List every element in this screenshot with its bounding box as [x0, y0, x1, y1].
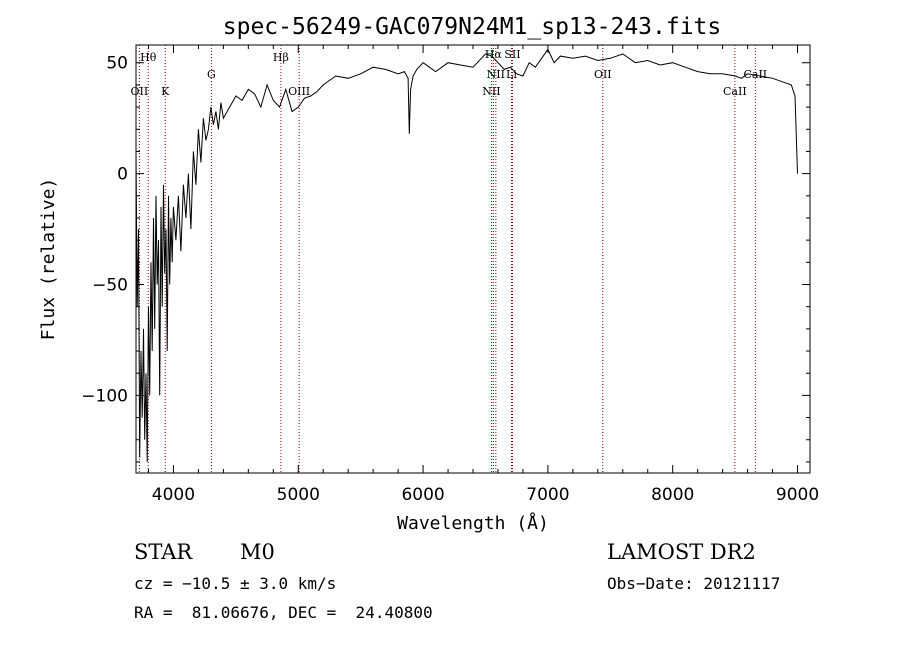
chart-title: spec-56249-GAC079N24M1_sp13-243.fits — [223, 14, 722, 40]
line-label: CaII — [743, 68, 767, 81]
line-label: Hα — [485, 48, 503, 61]
x-axis-label: Wavelength (Å) — [397, 512, 549, 534]
redshift-text: cz = −10.5 ± 3.0 km/s — [134, 574, 337, 593]
x-tick-label: 5000 — [277, 485, 320, 505]
x-tick-label: 7000 — [526, 485, 569, 505]
x-tick-label: 8000 — [651, 485, 694, 505]
y-tick-label: 0 — [117, 165, 128, 185]
spectrum-line — [135, 48, 798, 462]
object-class: STAR — [134, 540, 193, 564]
line-label: Li — [506, 68, 517, 81]
x-tick-label: 6000 — [401, 485, 444, 505]
plot-frame — [135, 44, 811, 474]
line-label: NII — [482, 85, 500, 98]
x-tick-label: 4000 — [152, 485, 195, 505]
obs-date: Obs−Date: 20121117 — [607, 574, 781, 593]
coordinates-text: RA = 81.06676, DEC = 24.40800 — [134, 603, 433, 622]
line-label: CaII — [723, 85, 747, 98]
object-subclass: M0 — [240, 540, 275, 564]
y-tick-label: 50 — [106, 54, 128, 74]
line-label: OII — [131, 85, 149, 98]
y-tick-label: −50 — [92, 276, 128, 296]
line-label: G — [207, 68, 216, 81]
line-label: SII — [504, 48, 520, 61]
x-tick-label: 9000 — [776, 485, 819, 505]
y-axis-label: Flux (relative) — [38, 178, 59, 341]
line-label: Hβ — [273, 51, 289, 64]
y-tick-label: −100 — [81, 386, 128, 406]
line-label: NII — [487, 68, 505, 81]
line-label: OII — [594, 68, 612, 81]
line-label: Hθ — [140, 51, 157, 64]
axis-ticks: 4000 5000 6000 7000 8000 9000 50 0 −50 −100 — [81, 45, 819, 505]
survey-name: LAMOST DR2 — [607, 540, 756, 564]
line-label: OIII — [288, 85, 310, 98]
line-label: K — [161, 85, 170, 98]
spectral-line-markers: OII Hθ K G Hβ OIII NII Hα NII SII Li OII CaII CaII — [131, 45, 767, 473]
